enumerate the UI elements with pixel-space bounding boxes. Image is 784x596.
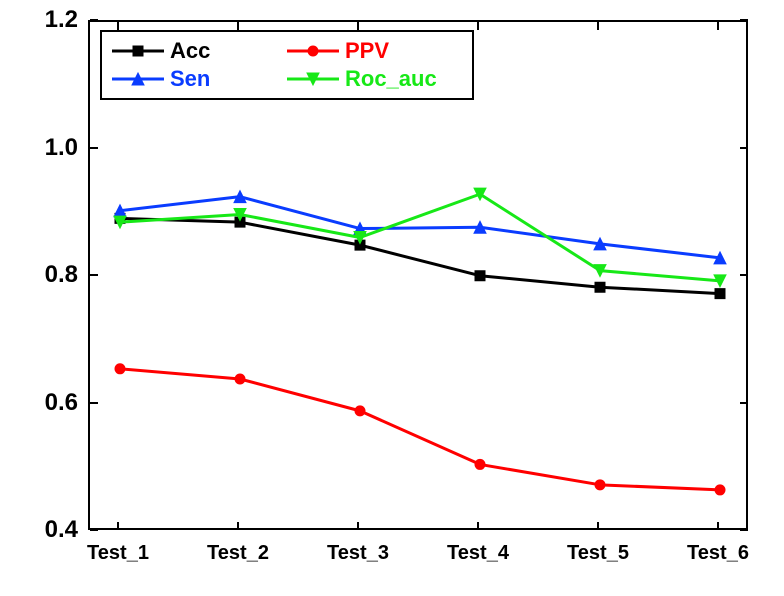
legend-label: Roc_auc: [345, 66, 437, 92]
marker-ppv: [235, 374, 245, 384]
marker-ppv: [475, 459, 485, 469]
x-tick-mark: [237, 522, 239, 530]
series-acc: [115, 213, 725, 298]
legend-marker-icon: [306, 38, 320, 64]
x-tick-mark: [477, 22, 479, 30]
legend-item-sen: Sen: [112, 66, 287, 92]
series-line-sen: [120, 197, 720, 258]
series-ppv: [115, 364, 725, 495]
y-tick-mark: [90, 147, 98, 149]
legend-swatch: [112, 71, 164, 87]
y-tick-mark: [90, 529, 98, 531]
x-tick-mark: [117, 522, 119, 530]
x-tick-mark: [357, 22, 359, 30]
x-tick-mark: [717, 22, 719, 30]
series-line-ppv: [120, 369, 720, 490]
y-tick-label: 0.6: [45, 389, 78, 417]
x-tick-label: Test_2: [207, 542, 269, 565]
y-tick-mark: [90, 402, 98, 404]
y-tick-label: 0.4: [45, 516, 78, 544]
x-tick-mark: [237, 22, 239, 30]
y-tick-mark: [90, 274, 98, 276]
legend-swatch: [287, 71, 339, 87]
x-tick-mark: [357, 522, 359, 530]
legend-marker-icon: [131, 66, 145, 92]
legend-marker-icon: [306, 66, 320, 92]
legend-item-ppv: PPV: [287, 38, 462, 64]
x-tick-label: Test_1: [87, 542, 149, 565]
x-tick-label: Test_3: [327, 542, 389, 565]
series-sen: [114, 191, 726, 264]
legend-marker-icon: [131, 38, 145, 64]
legend-item-acc: Acc: [112, 38, 287, 64]
y-tick-mark: [740, 274, 748, 276]
series-line-roc_auc: [120, 194, 720, 281]
x-tick-mark: [597, 22, 599, 30]
y-tick-mark: [740, 529, 748, 531]
y-tick-label: 0.8: [45, 261, 78, 289]
y-tick-mark: [740, 19, 748, 21]
marker-ppv: [355, 406, 365, 416]
marker-ppv: [115, 364, 125, 374]
y-tick-label: 1.2: [45, 6, 78, 34]
chart-root: Acc PPV Sen Roc_auc 0.4 0.6 0.8 1.0 1.2 Test_1 Te…: [0, 0, 784, 596]
marker-acc: [715, 289, 725, 299]
x-tick-mark: [117, 22, 119, 30]
series-line-acc: [120, 218, 720, 293]
x-tick-label: Test_4: [447, 542, 509, 565]
marker-acc: [475, 271, 485, 281]
x-tick-mark: [597, 522, 599, 530]
y-tick-mark: [740, 402, 748, 404]
legend-item-roc_auc: Roc_auc: [287, 66, 462, 92]
x-tick-mark: [717, 522, 719, 530]
legend-label: PPV: [345, 38, 389, 64]
marker-ppv: [595, 480, 605, 490]
y-tick-label: 1.0: [45, 134, 78, 162]
legend-label: Sen: [170, 66, 210, 92]
y-tick-mark: [740, 147, 748, 149]
legend-swatch: [112, 43, 164, 59]
legend-row: Sen Roc_auc: [112, 66, 462, 92]
y-tick-mark: [90, 19, 98, 21]
legend-box: Acc PPV Sen Roc_auc: [100, 30, 474, 100]
x-tick-label: Test_5: [567, 542, 629, 565]
series-roc_auc: [114, 188, 726, 287]
x-tick-label: Test_6: [687, 542, 749, 565]
x-tick-mark: [477, 522, 479, 530]
legend-row: Acc PPV: [112, 38, 462, 64]
legend-label: Acc: [170, 38, 210, 64]
marker-ppv: [715, 485, 725, 495]
legend-swatch: [287, 43, 339, 59]
marker-acc: [595, 282, 605, 292]
